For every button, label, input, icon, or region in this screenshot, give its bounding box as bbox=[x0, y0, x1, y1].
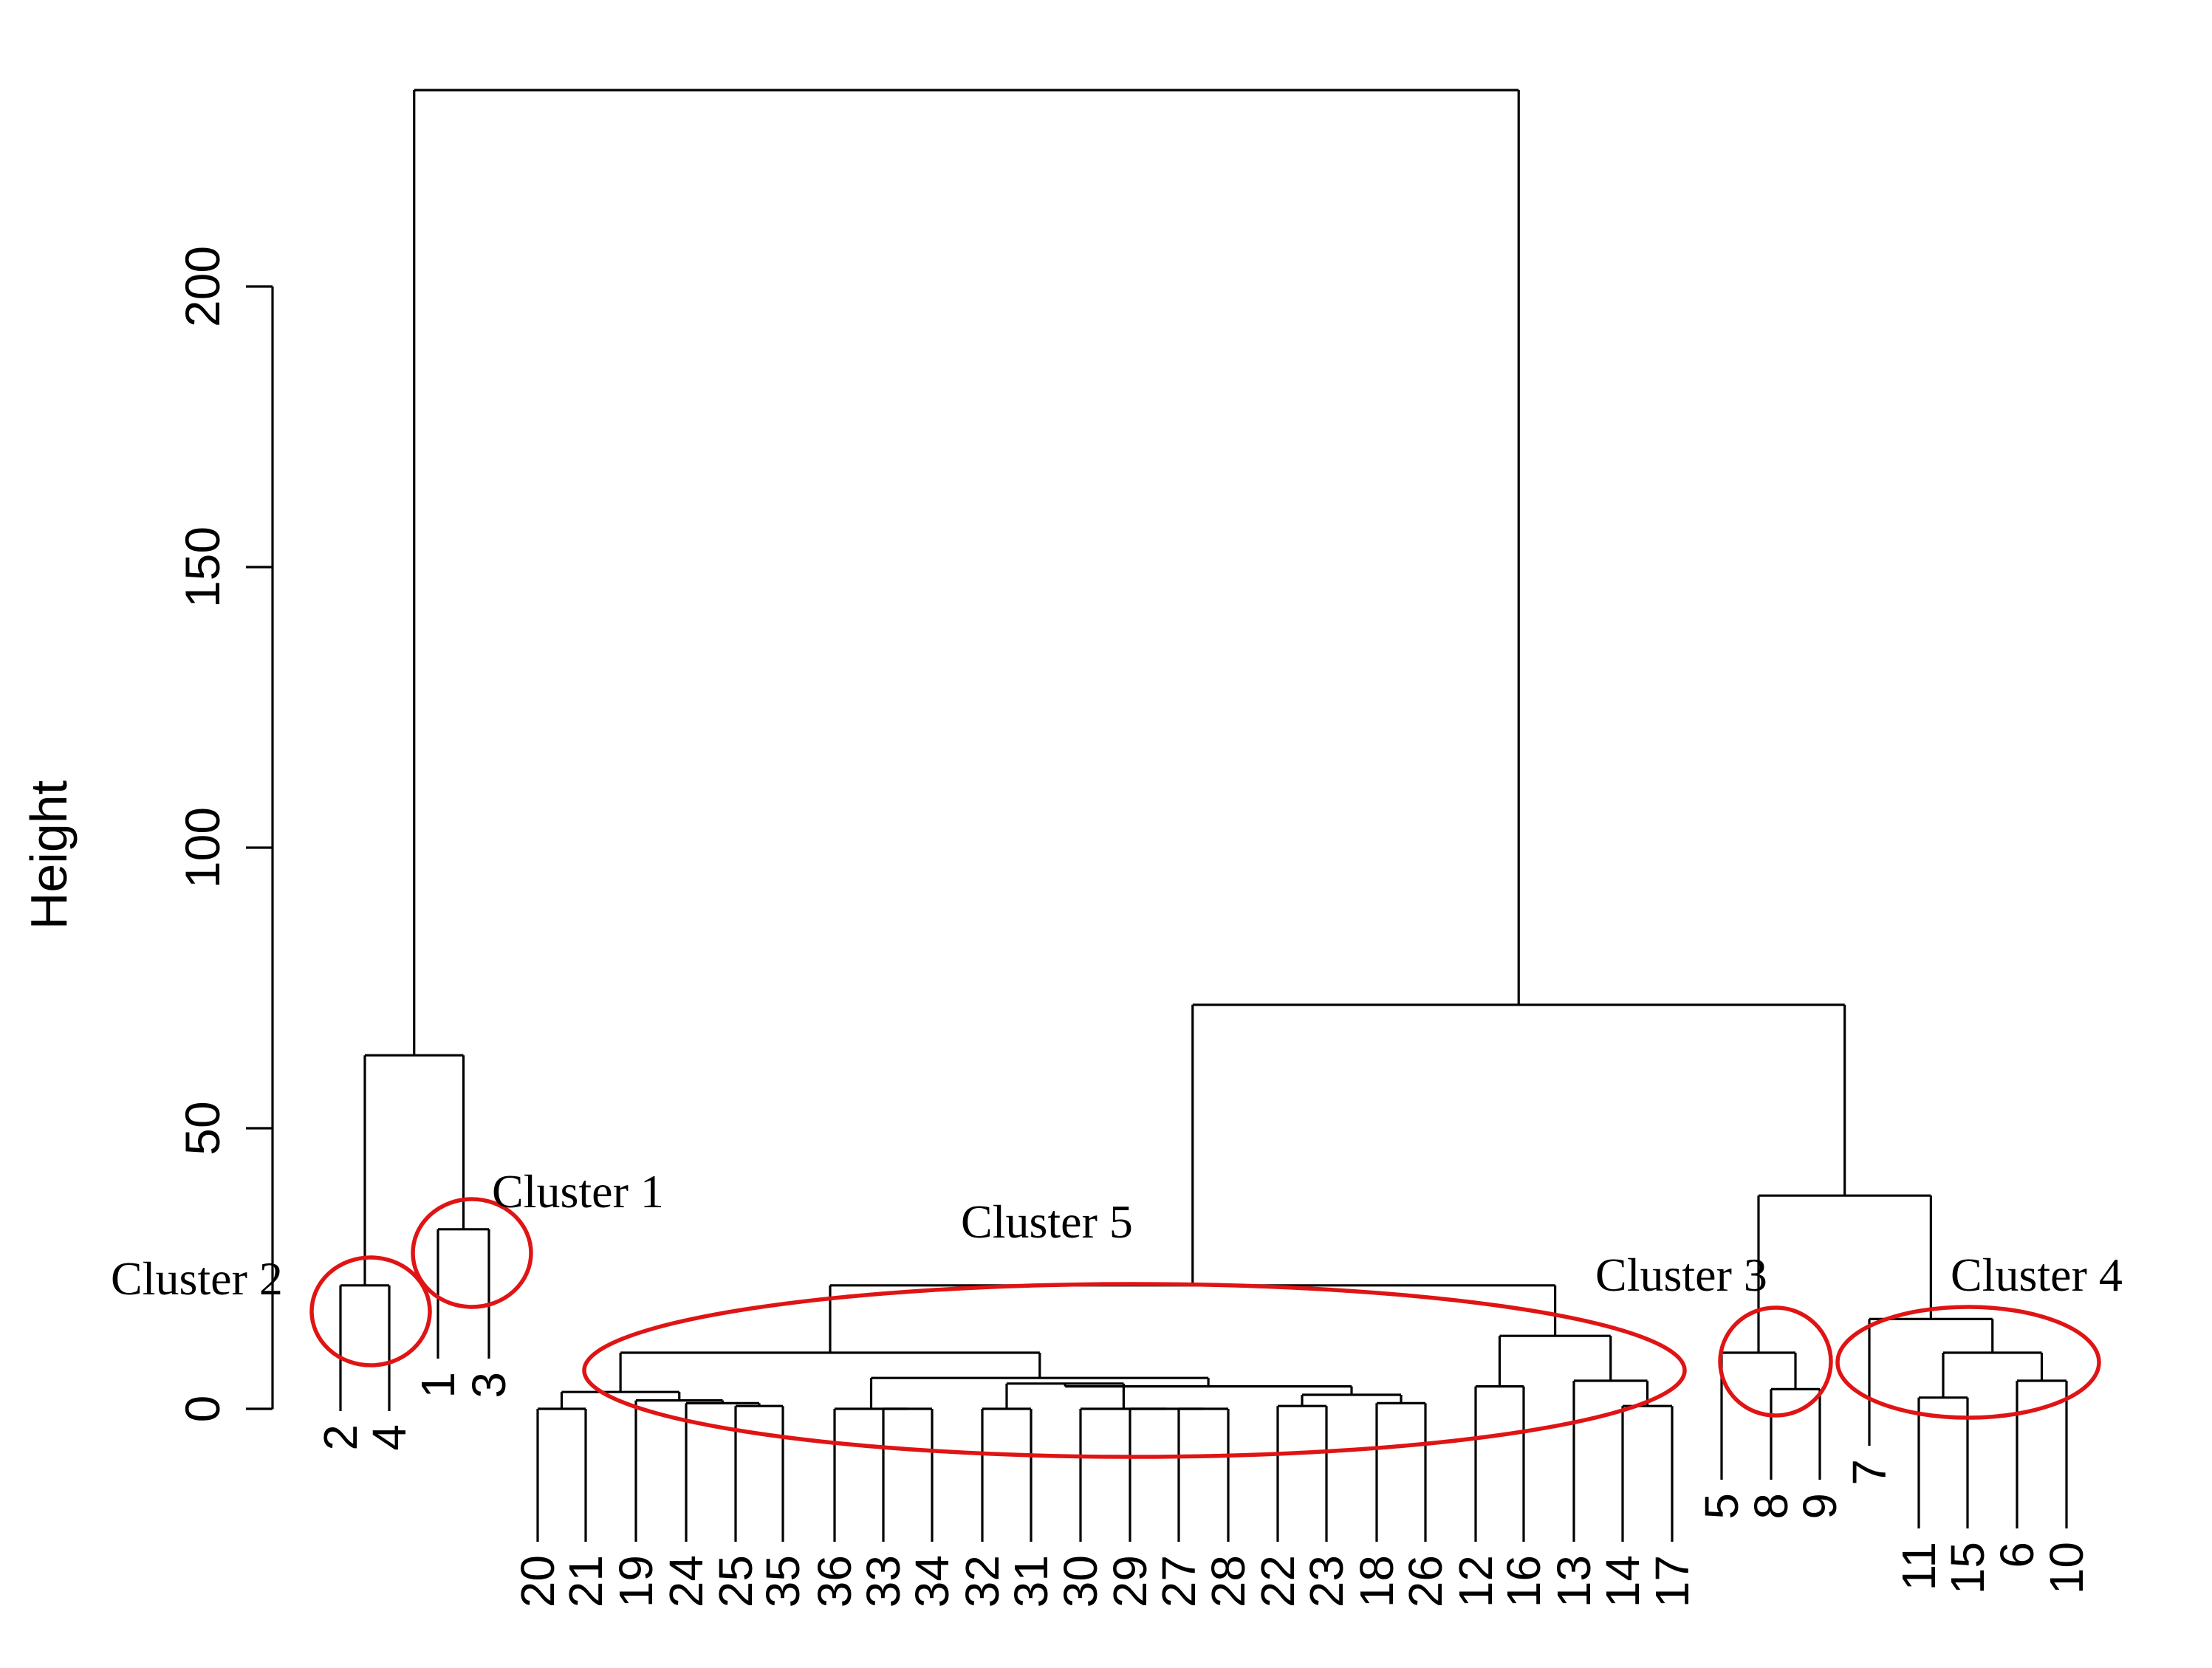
leaf-label: 2 bbox=[314, 1424, 367, 1451]
cluster-label: Cluster 3 bbox=[1595, 1249, 1767, 1301]
leaf-label: 18 bbox=[1350, 1555, 1403, 1607]
leaf-label: 25 bbox=[709, 1555, 762, 1607]
leaf-label: 11 bbox=[1892, 1542, 1945, 1590]
leaf-label: 20 bbox=[511, 1555, 564, 1607]
leaf-label: 29 bbox=[1103, 1555, 1157, 1607]
cluster-annotations: Cluster 1 Cluster 2 Cluster 3 Cluster 4 Clus… bbox=[111, 1165, 2123, 1459]
cluster-ring bbox=[411, 1197, 533, 1309]
leaf-label: 14 bbox=[1596, 1555, 1649, 1607]
cluster-ring bbox=[309, 1255, 432, 1367]
leaf-label: 31 bbox=[1004, 1555, 1058, 1607]
y-axis-title: Height bbox=[20, 780, 78, 930]
y-tick-label: 50 bbox=[175, 1101, 230, 1155]
leaf-label: 27 bbox=[1152, 1555, 1205, 1607]
leaf-label: 13 bbox=[1547, 1555, 1600, 1607]
cluster-label: Cluster 5 bbox=[961, 1195, 1133, 1248]
y-tick-label: 150 bbox=[175, 526, 230, 608]
leaf-label: 17 bbox=[1646, 1555, 1699, 1607]
leaf-label: 16 bbox=[1497, 1555, 1550, 1607]
leaf-label: 5 bbox=[1695, 1493, 1748, 1520]
leaf-label: 35 bbox=[756, 1555, 809, 1607]
leaf-label: 21 bbox=[559, 1555, 612, 1607]
leaf-label: 36 bbox=[808, 1555, 861, 1607]
leaf-label: 8 bbox=[1744, 1493, 1798, 1520]
leaf-label: 19 bbox=[609, 1555, 662, 1607]
leaf-label: 34 bbox=[905, 1555, 959, 1607]
leaf-labels: 2413202119242535363334323130292728222318… bbox=[314, 1372, 2093, 1607]
leaf-label: 9 bbox=[1793, 1493, 1846, 1520]
leaf-label: 6 bbox=[1990, 1542, 2044, 1568]
leaf-label: 1 bbox=[411, 1372, 465, 1398]
y-axis: 0 50 100 150 200 Height bbox=[20, 246, 274, 1423]
leaf-label: 12 bbox=[1449, 1555, 1502, 1607]
cluster-label: Cluster 4 bbox=[1951, 1249, 2123, 1301]
leaf-label: 30 bbox=[1054, 1555, 1107, 1607]
leaf-label: 7 bbox=[1843, 1459, 1896, 1486]
leaf-label: 15 bbox=[1941, 1542, 1994, 1594]
leaf-label: 33 bbox=[857, 1555, 910, 1607]
leaf-label: 24 bbox=[660, 1555, 713, 1607]
cluster-label: Cluster 1 bbox=[492, 1165, 664, 1218]
cluster-ring bbox=[1718, 1305, 1833, 1418]
cluster-ring bbox=[1835, 1305, 2101, 1420]
leaf-label: 4 bbox=[363, 1424, 416, 1451]
leaf-label: 10 bbox=[2040, 1542, 2093, 1594]
leaf-label: 23 bbox=[1300, 1555, 1353, 1607]
y-tick-label: 0 bbox=[175, 1396, 230, 1423]
leaf-label: 22 bbox=[1251, 1555, 1304, 1607]
y-tick-label: 100 bbox=[175, 807, 230, 888]
cluster-ring bbox=[582, 1282, 1687, 1459]
leaf-label: 32 bbox=[956, 1555, 1009, 1607]
dendrogram-tree bbox=[339, 89, 2068, 1542]
y-tick-label: 200 bbox=[175, 246, 230, 327]
leaf-label: 3 bbox=[462, 1372, 516, 1398]
leaf-label: 26 bbox=[1399, 1555, 1452, 1607]
cluster-label: Cluster 2 bbox=[111, 1252, 283, 1305]
leaf-label: 28 bbox=[1202, 1555, 1255, 1607]
